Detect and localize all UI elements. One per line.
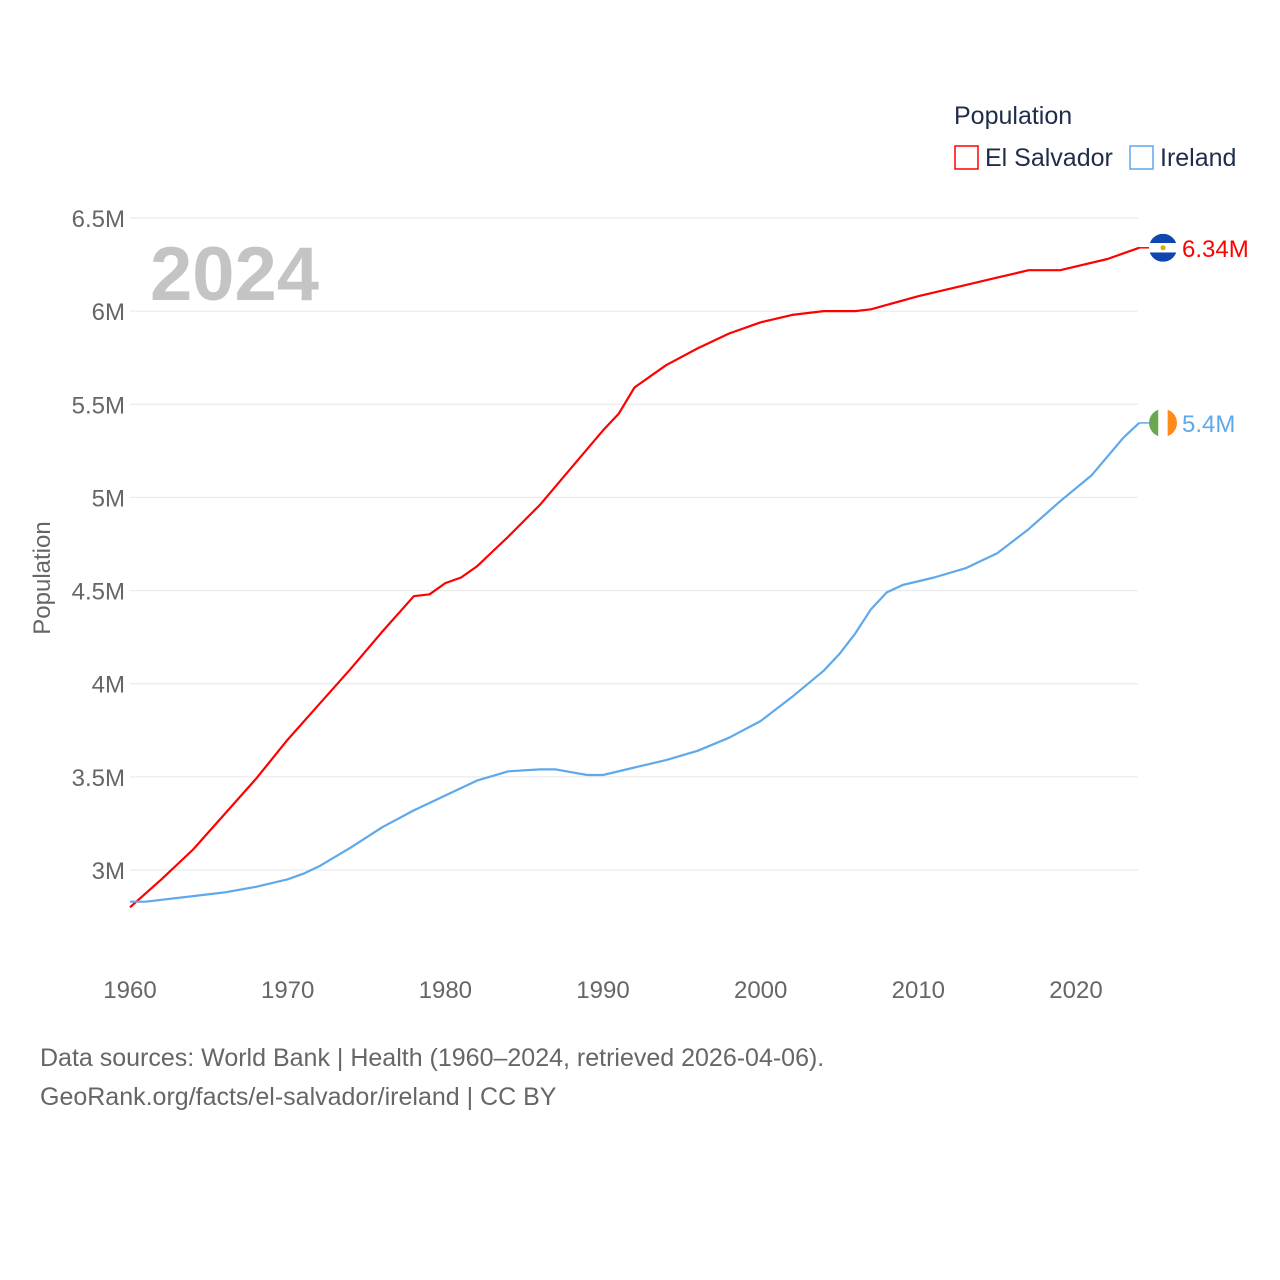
x-tick-label: 2000 bbox=[734, 977, 787, 1004]
series-line-ireland bbox=[130, 422, 1140, 903]
x-tick-label: 2010 bbox=[892, 977, 945, 1004]
x-tick-label: 1960 bbox=[103, 977, 156, 1004]
x-tick-label: 1980 bbox=[419, 977, 472, 1004]
legend-item-ireland[interactable]: Ireland bbox=[1129, 144, 1236, 172]
legend-swatch bbox=[1129, 145, 1154, 170]
source-link[interactable]: GeoRank.org/facts/el-salvador/ireland | … bbox=[40, 1083, 557, 1111]
y-tick-label: 4.5M bbox=[72, 579, 125, 606]
legend-title: Population bbox=[954, 102, 1072, 130]
legend-label: Ireland bbox=[1160, 144, 1236, 172]
legend-swatch bbox=[954, 145, 979, 170]
legend-item-el-salvador[interactable]: El Salvador bbox=[954, 144, 1113, 172]
x-tick-label: 1970 bbox=[261, 977, 314, 1004]
source-note: Data sources: World Bank | Health (1960–… bbox=[40, 1044, 825, 1072]
end-value-label: 6.34M bbox=[1182, 236, 1249, 263]
legend-label: El Salvador bbox=[985, 144, 1113, 172]
y-tick-label: 6.5M bbox=[72, 206, 125, 233]
ireland-flag-icon bbox=[1149, 408, 1177, 437]
y-tick-label: 5M bbox=[92, 485, 125, 512]
series-line-el-salvador bbox=[129, 246, 1140, 909]
el-salvador-flag-icon bbox=[1149, 233, 1177, 262]
y-axis-label: Population bbox=[29, 521, 56, 634]
y-tick-label: 3M bbox=[92, 858, 125, 885]
y-tick-label: 4M bbox=[92, 672, 125, 699]
x-tick-label: 2020 bbox=[1049, 977, 1102, 1004]
x-tick-label: 1990 bbox=[576, 977, 629, 1004]
end-value-label: 5.4M bbox=[1182, 411, 1235, 438]
y-tick-label: 3.5M bbox=[72, 765, 125, 792]
y-tick-label: 5.5M bbox=[72, 392, 125, 419]
y-tick-label: 6M bbox=[92, 299, 125, 326]
year-watermark: 2024 bbox=[150, 232, 319, 317]
